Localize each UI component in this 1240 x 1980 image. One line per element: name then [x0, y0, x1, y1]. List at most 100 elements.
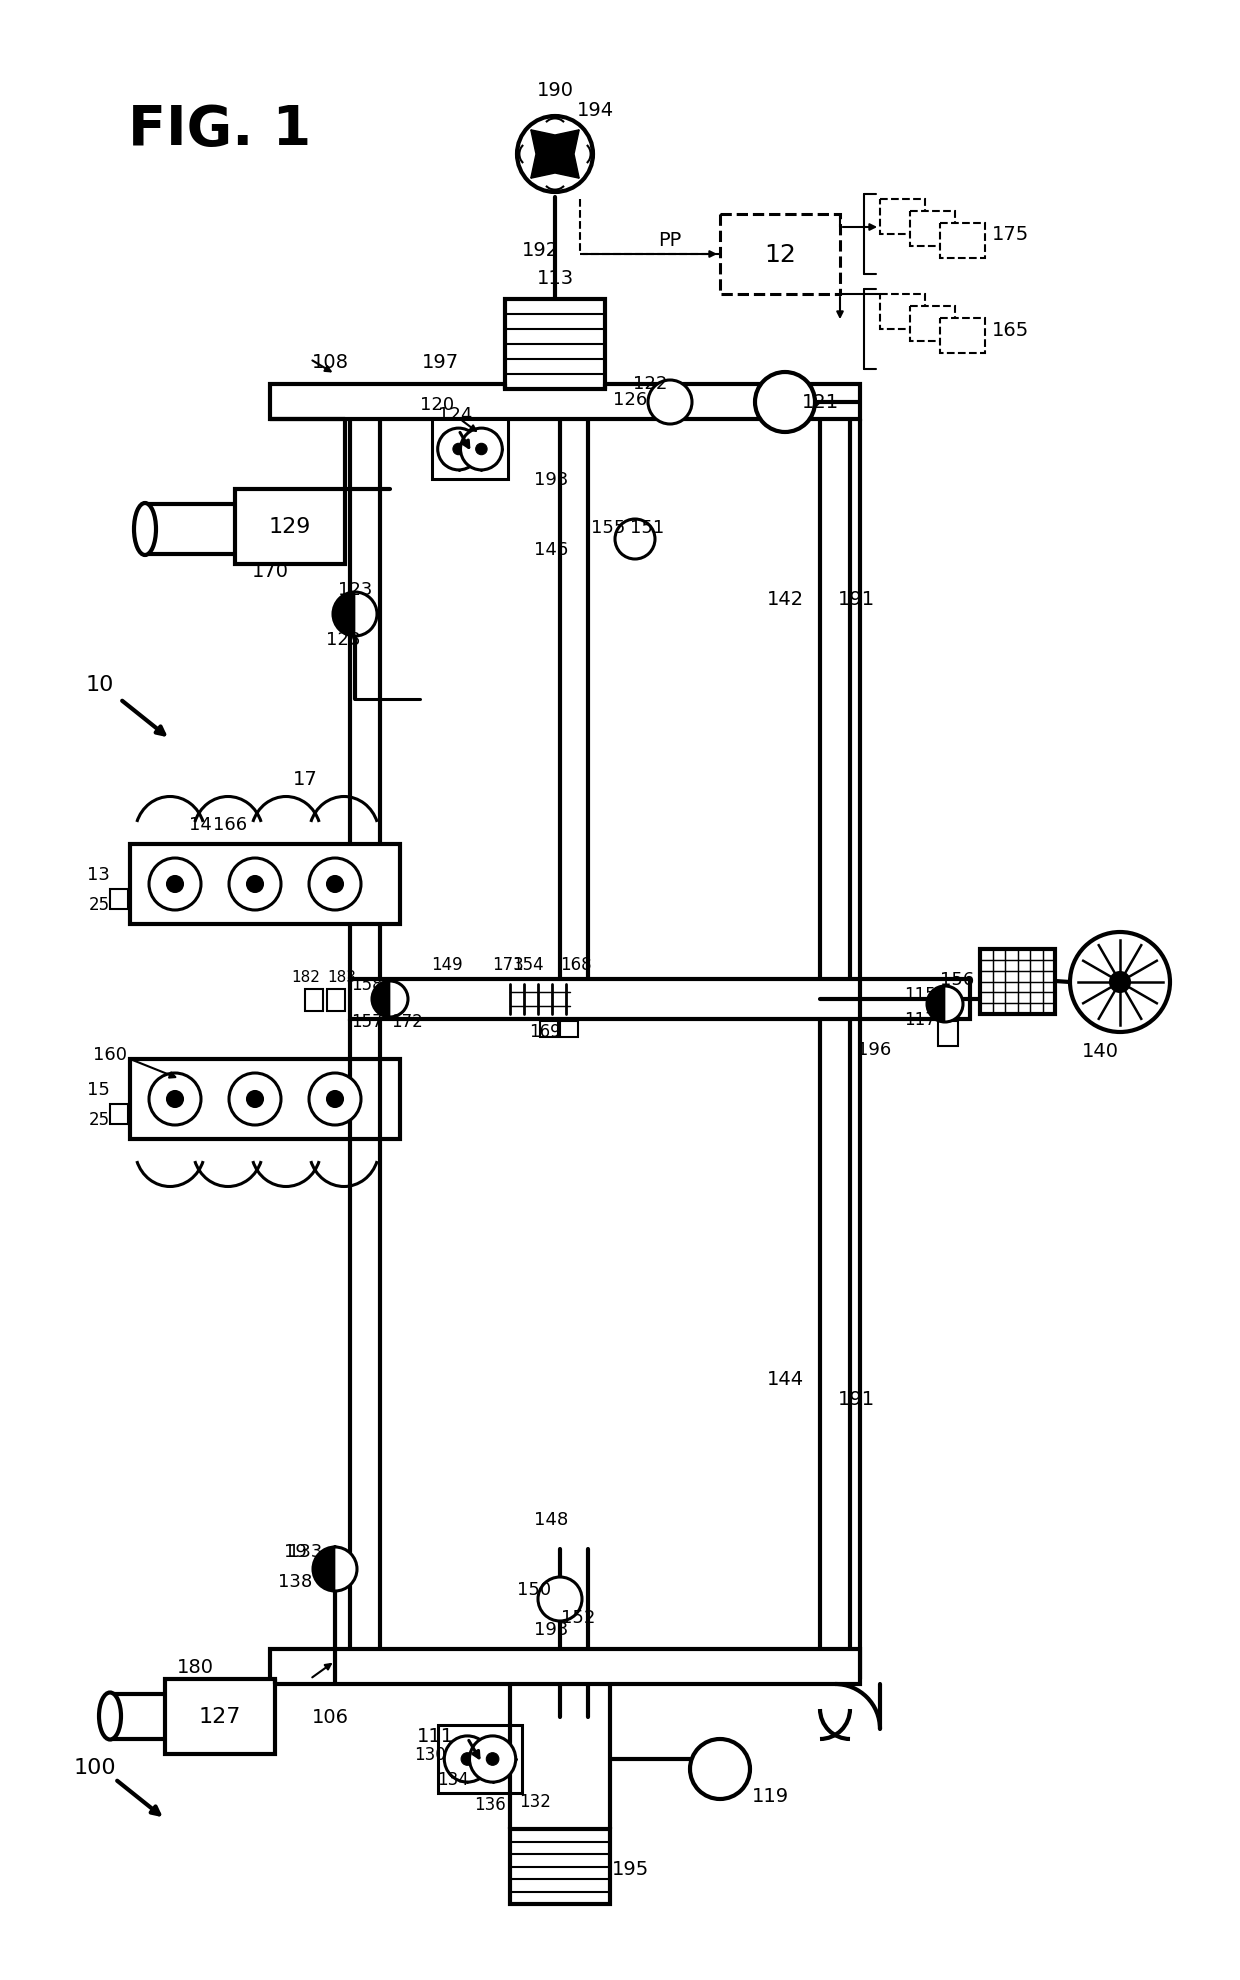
- Circle shape: [461, 1752, 474, 1766]
- Bar: [940, 224, 985, 259]
- Text: 14: 14: [188, 816, 212, 834]
- Bar: [130, 1059, 401, 1138]
- Text: 157: 157: [351, 1012, 383, 1030]
- Text: 168: 168: [560, 956, 591, 974]
- Wedge shape: [372, 982, 391, 1018]
- Text: 113: 113: [537, 269, 574, 287]
- Text: 138: 138: [278, 1572, 312, 1590]
- Text: 132: 132: [520, 1792, 551, 1810]
- Text: 183: 183: [327, 970, 357, 984]
- Circle shape: [486, 1752, 498, 1766]
- Circle shape: [689, 1738, 750, 1800]
- Text: 196: 196: [857, 1040, 892, 1059]
- Text: 192: 192: [522, 240, 558, 259]
- Bar: [305, 990, 322, 1012]
- Text: 193: 193: [533, 471, 568, 489]
- Ellipse shape: [134, 503, 156, 556]
- Ellipse shape: [99, 1693, 122, 1740]
- Bar: [910, 307, 955, 343]
- Bar: [940, 319, 985, 354]
- Text: 151: 151: [630, 519, 665, 537]
- Text: 166: 166: [213, 816, 247, 834]
- Text: 129: 129: [269, 517, 311, 537]
- Circle shape: [309, 859, 361, 911]
- Wedge shape: [334, 592, 355, 638]
- Text: 115: 115: [904, 986, 936, 1004]
- Bar: [110, 889, 128, 909]
- Text: 142: 142: [766, 590, 804, 610]
- Bar: [560, 1022, 578, 1038]
- Circle shape: [615, 519, 655, 560]
- Wedge shape: [928, 986, 945, 1022]
- Bar: [937, 1022, 959, 1047]
- Bar: [270, 1649, 861, 1685]
- Circle shape: [470, 1736, 516, 1782]
- Text: 155: 155: [590, 519, 625, 537]
- Circle shape: [438, 430, 480, 471]
- Text: 169: 169: [529, 1022, 560, 1040]
- Text: 133: 133: [288, 1542, 322, 1560]
- Bar: [350, 980, 970, 1020]
- Circle shape: [247, 1091, 263, 1107]
- Text: 173: 173: [492, 956, 523, 974]
- Text: 140: 140: [1081, 1041, 1118, 1061]
- Text: 180: 180: [176, 1657, 213, 1677]
- Bar: [510, 1830, 610, 1905]
- Text: 194: 194: [577, 101, 614, 119]
- Bar: [880, 200, 925, 236]
- Text: 126: 126: [613, 390, 647, 408]
- Text: 152: 152: [560, 1608, 595, 1626]
- Text: 120: 120: [420, 396, 454, 414]
- Text: 158: 158: [351, 976, 383, 994]
- Text: 182: 182: [291, 970, 320, 984]
- Circle shape: [928, 986, 963, 1022]
- Text: 25: 25: [89, 1111, 110, 1129]
- Text: 150: 150: [517, 1580, 551, 1598]
- Text: 175: 175: [991, 226, 1029, 244]
- Bar: [720, 216, 839, 295]
- Bar: [110, 1105, 128, 1125]
- Circle shape: [327, 877, 343, 893]
- Text: 12: 12: [764, 244, 796, 267]
- Circle shape: [1110, 972, 1130, 992]
- Text: 156: 156: [940, 970, 975, 988]
- Bar: [505, 299, 605, 390]
- Text: 124: 124: [438, 406, 472, 424]
- Polygon shape: [531, 154, 579, 178]
- Polygon shape: [531, 131, 579, 154]
- Text: 13: 13: [87, 865, 110, 883]
- Text: 119: 119: [751, 1786, 789, 1806]
- Text: 190: 190: [537, 81, 573, 99]
- Bar: [880, 295, 925, 331]
- Bar: [270, 384, 861, 420]
- Text: 146: 146: [534, 541, 568, 558]
- Bar: [165, 1679, 275, 1754]
- Text: 193: 193: [533, 1620, 568, 1637]
- Bar: [327, 990, 345, 1012]
- Text: 172: 172: [391, 1012, 423, 1030]
- Circle shape: [229, 1073, 281, 1125]
- Circle shape: [372, 982, 408, 1018]
- Text: 160: 160: [93, 1045, 126, 1063]
- Text: 165: 165: [991, 321, 1029, 339]
- Circle shape: [649, 380, 692, 426]
- Circle shape: [476, 444, 487, 455]
- Bar: [432, 420, 508, 481]
- Circle shape: [229, 859, 281, 911]
- Circle shape: [453, 444, 464, 455]
- Circle shape: [547, 147, 563, 162]
- Circle shape: [444, 1736, 491, 1782]
- Polygon shape: [556, 131, 579, 178]
- Text: 197: 197: [422, 352, 459, 372]
- Circle shape: [334, 592, 377, 638]
- Text: 195: 195: [611, 1859, 649, 1879]
- Text: 122: 122: [632, 374, 667, 392]
- Text: 17: 17: [293, 770, 317, 790]
- Text: PP: PP: [658, 230, 682, 249]
- Text: 191: 191: [837, 590, 874, 610]
- Circle shape: [149, 859, 201, 911]
- Bar: [539, 1022, 558, 1038]
- Text: 19: 19: [284, 1542, 306, 1560]
- Text: 148: 148: [534, 1511, 568, 1529]
- Wedge shape: [312, 1546, 335, 1592]
